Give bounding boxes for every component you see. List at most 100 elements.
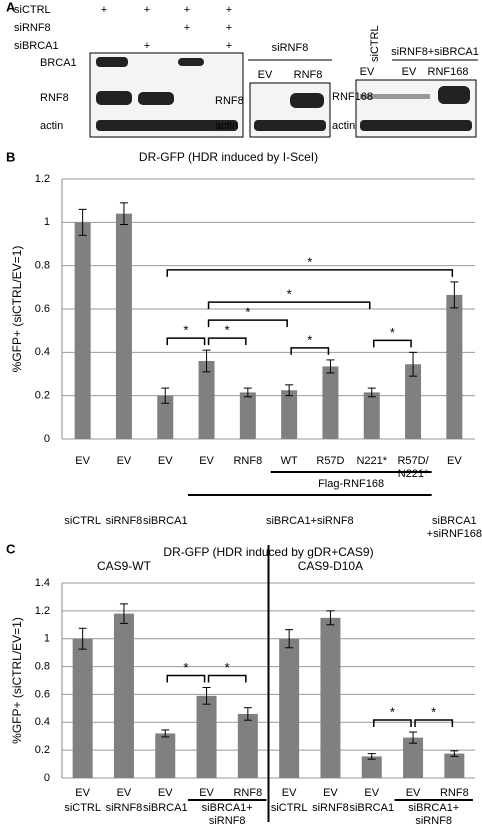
section-label: CAS9-WT [97, 559, 152, 573]
band [96, 120, 238, 131]
blot-header: siRNF8+siBRCA1 [391, 46, 479, 58]
error-bar [450, 281, 459, 309]
condition-mark: + [101, 4, 107, 16]
blot-header-rotated: siCTRL [369, 25, 381, 62]
blot-header: siRNF8 [272, 42, 309, 54]
error-bar [243, 387, 252, 398]
band [96, 91, 132, 105]
lane-label: EV [402, 66, 417, 78]
group-label: siRNF8 [312, 802, 349, 814]
x-tick-label: R57D [316, 455, 344, 467]
chart-title: DR-GFP (HDR induced by I-SceI) [139, 150, 318, 164]
significance-bracket [414, 719, 454, 728]
x-tick-label: R57D/ [397, 455, 429, 467]
error-bar [202, 686, 211, 705]
error-bar [119, 603, 128, 624]
bar [74, 222, 91, 439]
y-tick-label: 0.8 [35, 260, 50, 272]
group-label: siCTRL [64, 802, 101, 814]
x-tick-label: WT [281, 455, 298, 467]
y-axis-label: %GFP+ (siCTRL/EV=1) [10, 617, 24, 744]
error-bar [409, 351, 418, 377]
group-label: siRNF8 [415, 815, 452, 827]
x-tick-label: EV [447, 455, 462, 467]
lane-label: RNF168 [428, 66, 469, 78]
condition-mark: + [144, 4, 150, 16]
x-tick-label: RNF8 [233, 455, 262, 467]
panel-label: A [6, 0, 16, 14]
y-tick-label: 1 [44, 633, 50, 645]
y-tick-label: 0 [44, 772, 50, 784]
significance-label: * [183, 323, 188, 338]
band [254, 120, 326, 131]
section-label: CAS9-D10A [298, 559, 363, 573]
group-label: siBRCA1 [143, 515, 188, 527]
row-label: RNF8 [40, 92, 69, 104]
lane-label: EV [360, 66, 375, 78]
row-label: RNF8 [215, 95, 244, 107]
row-label: actin [332, 120, 355, 132]
significance-bracket [290, 347, 330, 355]
significance-bracket [166, 337, 206, 346]
significance-label: * [431, 704, 436, 719]
bar [281, 390, 298, 439]
group-label: siBRCA1 [349, 802, 394, 814]
bar [403, 737, 424, 778]
significance-label: * [287, 287, 292, 302]
significance-bracket [166, 674, 206, 683]
x-tick-label: EV [117, 455, 132, 467]
y-axis-label: %GFP+ (siCTRL/EV=1) [10, 246, 24, 373]
significance-bracket [207, 674, 247, 683]
y-tick-label: 0.2 [35, 744, 50, 756]
error-bar [285, 629, 294, 649]
group-label: siBRCA1 [143, 802, 188, 814]
condition-mark: + [184, 22, 190, 34]
significance-label: * [183, 660, 188, 675]
x-tick-label: EV [158, 787, 173, 799]
error-bar [202, 349, 211, 373]
band [360, 94, 430, 99]
condition-label: siCTRL [14, 4, 51, 16]
error-bar [119, 202, 128, 225]
panel-label: B [6, 149, 15, 164]
bar [361, 756, 382, 778]
row-label: actin [215, 120, 238, 132]
group-label: siCTRL [271, 802, 308, 814]
condition-label: siBRCA1 [14, 40, 59, 52]
y-tick-label: 0.4 [35, 346, 50, 358]
significance-label: * [307, 254, 312, 269]
y-tick-label: 0.2 [35, 390, 50, 402]
band [178, 58, 204, 66]
significance-label: * [245, 305, 250, 320]
bar [113, 613, 134, 778]
group-label: +siRNF168 [427, 528, 482, 540]
bar [72, 638, 93, 778]
x-tick-label: EV [364, 787, 379, 799]
condition-label: siRNF8 [14, 22, 51, 34]
row-label: actin [40, 120, 63, 132]
lane-label: EV [258, 69, 273, 81]
x-tick-label: RNF8 [440, 787, 469, 799]
y-tick-label: 1.2 [35, 605, 50, 617]
significance-bracket [207, 301, 371, 310]
group-label: siCTRL [64, 515, 101, 527]
band [360, 120, 472, 131]
error-bar [285, 384, 294, 397]
significance-label: * [390, 704, 395, 719]
bar [446, 294, 463, 439]
x-tick-label: EV [323, 787, 338, 799]
error-bar [326, 359, 335, 374]
error-bar [161, 729, 170, 738]
group-label: siRNF8 [209, 815, 246, 827]
bar [405, 364, 422, 439]
x-tick-label: N221* [398, 468, 429, 480]
group-label: siBRCA1 [432, 515, 477, 527]
band [96, 57, 128, 67]
significance-bracket [207, 319, 288, 328]
bar [237, 713, 258, 778]
condition-mark: + [184, 4, 190, 16]
bar [157, 395, 174, 439]
bar [279, 638, 300, 778]
condition-mark: + [226, 4, 232, 16]
